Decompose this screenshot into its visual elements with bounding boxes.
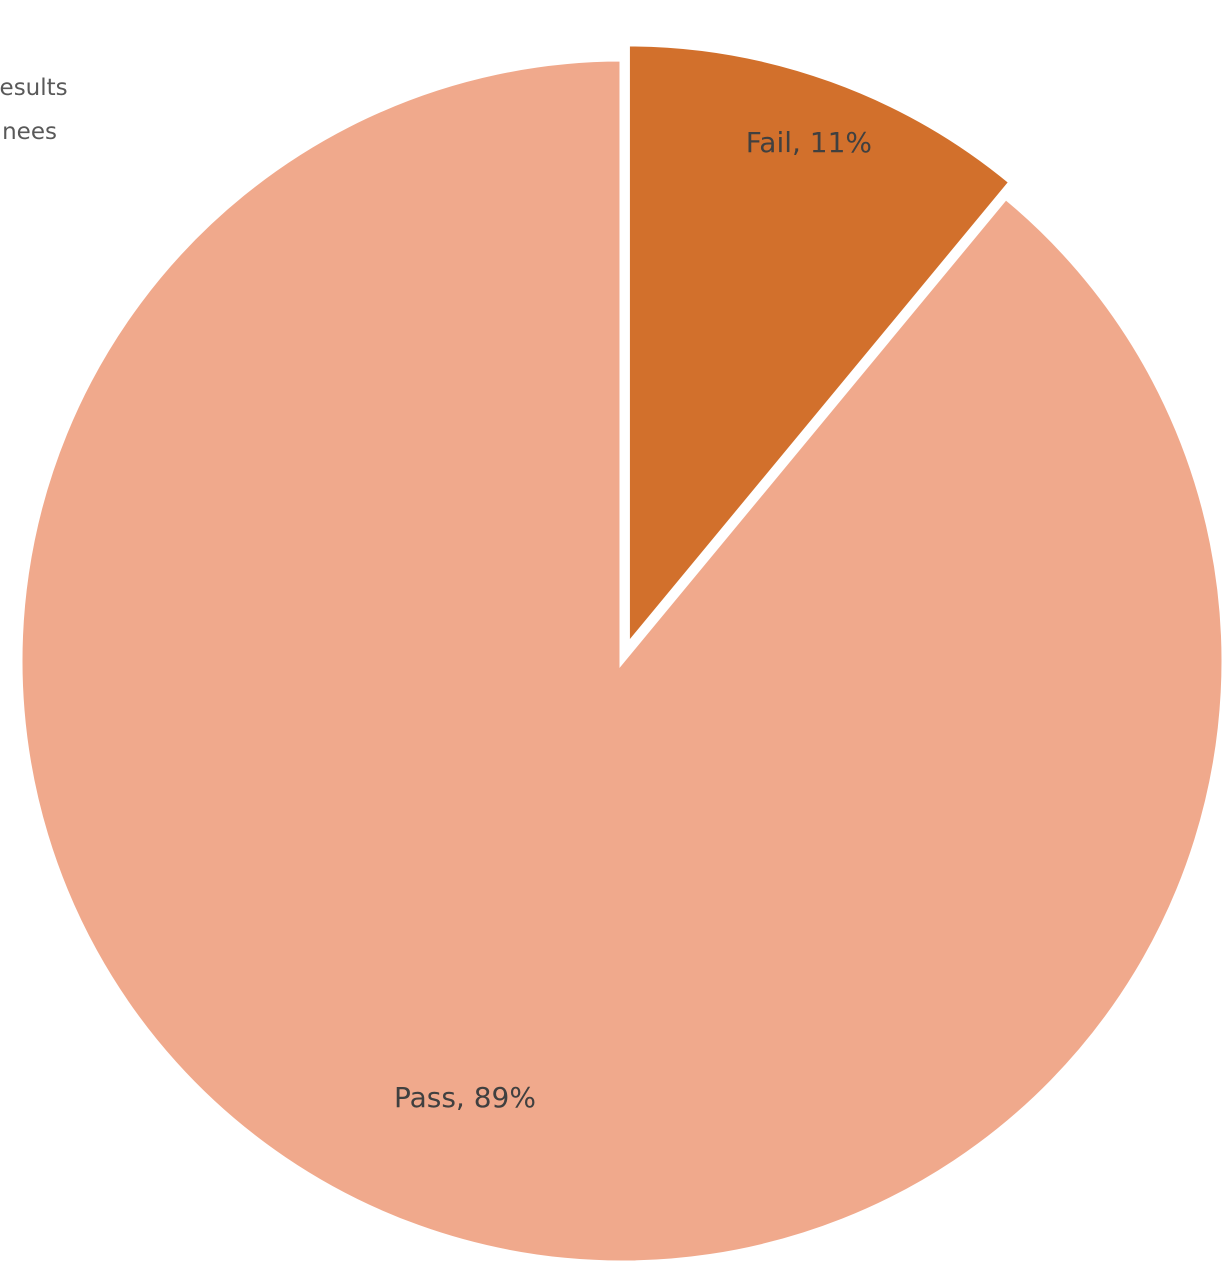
slice-label-pass: Pass, 89% [394, 1081, 536, 1114]
chart-title: Test Results of Trainees [0, 66, 120, 154]
pie-slice-pass [17, 56, 1227, 1266]
pie-slice-fail [624, 41, 1015, 653]
chart-title-line-2: of Trainees [0, 119, 57, 145]
slice-label-fail: Fail, 11% [746, 126, 872, 159]
